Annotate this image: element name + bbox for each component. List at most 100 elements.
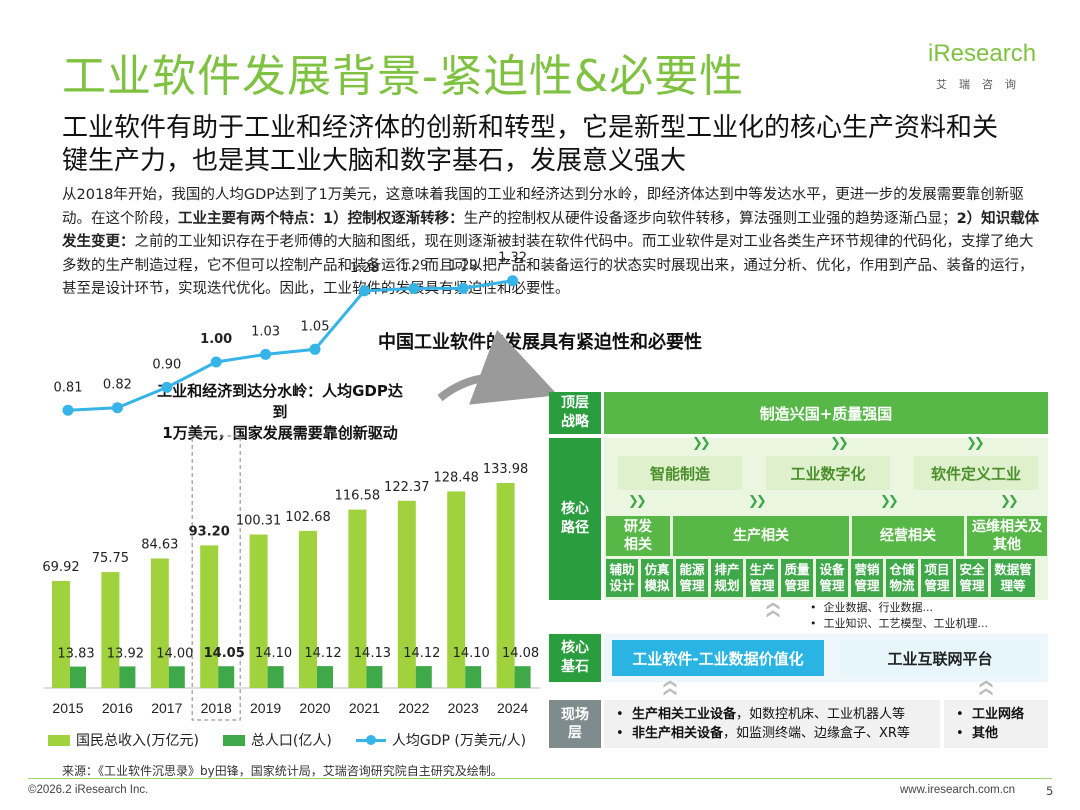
function-cell: 辅助设计: [606, 559, 638, 597]
label-gni-2015: 69.92: [42, 560, 79, 575]
legend-swatch-population: [222, 734, 245, 746]
bar-gni-2020: [299, 530, 317, 688]
function-cell: 设备管理: [816, 559, 848, 597]
tick-label-2019: 2019: [250, 700, 281, 716]
point-gdp-2024: [507, 275, 519, 287]
legend-item-gni: 国民总收入(万亿元): [48, 730, 199, 750]
core-path-label: 核心路径: [549, 438, 601, 600]
website-link[interactable]: www.iresearch.com.cn: [900, 784, 1016, 796]
label-gni-2022: 122.37: [384, 480, 430, 495]
legend-label-population: 总人口(亿人): [250, 733, 332, 749]
field-device-2: • 非生产相关设备，如监测终端、边缘盒子、XR等: [616, 726, 910, 741]
function-cell-text: 辅助设计: [609, 562, 635, 593]
chevron-up-icon: ❯❯: [662, 681, 678, 698]
chart-annotation: 工业和经济到达分水岭：人均GDP达到 1万美元，国家发展需要靠创新驱动: [150, 381, 410, 444]
label-population-2015: 13.83: [57, 647, 94, 662]
category-operations: 经营相关: [852, 516, 964, 556]
function-cell: 能源管理: [676, 559, 708, 597]
point-gdp-2018: [210, 356, 222, 368]
bar-population-2021: [366, 666, 383, 688]
tick-label-2016: 2016: [102, 700, 133, 716]
tick-label-2024: 2024: [497, 700, 528, 716]
field-device-1: • 生产相关工业设备，如数控机床、工业机器人等: [616, 707, 905, 722]
label-gdp-2017: 0.90: [152, 357, 181, 372]
chevron-down-icon: ❯❯: [628, 494, 647, 509]
label-gni-2019: 100.31: [236, 514, 282, 529]
function-cell: 营销管理: [851, 559, 883, 597]
label-gni-2023: 128.48: [433, 470, 479, 485]
data-bullet-2: • 工业知识、工艺模型、工业机理...: [810, 617, 988, 630]
bar-gni-2017: [150, 558, 169, 688]
label-gdp-2022: 1.29: [399, 258, 428, 273]
chevron-up-icon: ❯❯: [765, 603, 781, 620]
function-cell-text: 设备管理: [819, 562, 845, 593]
category-maintenance: 运维相关及其他: [967, 516, 1047, 556]
function-cell-text: 能源管理: [679, 562, 705, 593]
label-gdp-2020: 1.05: [301, 319, 330, 334]
bar-population-2022: [415, 666, 432, 688]
body-bold-2: 2）知识载体发生变更：: [62, 210, 1040, 251]
field-layer-panel-right: [944, 700, 1048, 748]
category-rd: 研发相关: [606, 516, 670, 556]
core-base-main: 工业软件-工业数据价值化: [612, 640, 824, 676]
function-cell-text: 质量管理: [784, 562, 810, 593]
iresearch-logo: iResearch 艾瑞咨询: [928, 40, 1058, 100]
chevron-down-icon: ❯❯: [830, 436, 849, 451]
category-production: 生产相关: [673, 516, 849, 556]
label-gni-2017: 84.63: [141, 538, 178, 553]
function-cell: 数据管理等: [991, 559, 1035, 597]
annotation-line-1: 工业和经济到达分水岭：人均GDP达到: [157, 382, 403, 421]
function-cell-text: 数据管理等: [994, 562, 1032, 593]
label-population-2018: 14.05: [204, 646, 245, 661]
top-layer-bar: 制造兴国+质量强国: [604, 392, 1048, 434]
core-path-label-text: 核心路径: [561, 501, 589, 536]
chevron-down-icon: ❯❯: [1000, 494, 1019, 509]
bar-gni-2018: [200, 545, 219, 688]
annotation-line-2: 1万美元，国家发展需要靠创新驱动: [162, 424, 398, 442]
bar-gni-2023: [447, 491, 466, 688]
legend-swatch-gni: [48, 734, 70, 746]
body-paragraph: 从2018年开始，我国的人均GDP达到了1万美元，这意味着我国的工业和经济达到分…: [62, 184, 1042, 302]
field-layer-panel-left: [604, 700, 940, 748]
bar-population-2018: [218, 666, 235, 688]
page-number: 5: [1046, 784, 1054, 798]
label-gni-2021: 116.58: [335, 489, 381, 504]
headline: 工业软件有助于工业和经济体的创新和转型，它是新型工业化的核心生产资料和关键生产力…: [62, 113, 999, 176]
chevron-up-icon: ❯❯: [978, 681, 994, 698]
function-cell: 安全管理: [956, 559, 988, 597]
top-layer-label-text: 顶层战略: [561, 395, 589, 430]
label-population-2023: 14.10: [453, 646, 490, 661]
field-device-1-rest: ，如数控机床、工业机器人等: [735, 707, 905, 722]
field-network-list: • 工业网络 • 其他: [956, 705, 1024, 743]
label-population-2021: 14.13: [354, 646, 391, 661]
label-population-2019: 14.10: [255, 646, 292, 661]
label-population-2022: 14.12: [403, 646, 440, 661]
logo-word: iResearch: [928, 40, 1037, 67]
bar-population-2024: [514, 666, 531, 688]
tick-label-2023: 2023: [448, 700, 479, 716]
copyright: ©2026.2 iResearch Inc.: [28, 784, 149, 796]
label-gni-2020: 102.68: [285, 510, 331, 525]
data-bullets: • 企业数据、行业数据... • 工业知识、工艺模型、工业机理...: [810, 600, 988, 632]
bar-gni-2015: [52, 581, 70, 688]
point-gdp-2015: [62, 404, 74, 416]
bar-population-2016: [119, 666, 136, 688]
data-bullet-1: • 企业数据、行业数据...: [810, 601, 933, 614]
bar-population-2015: [70, 666, 86, 688]
field-device-2-rest: ，如监测终端、边缘盒子、XR等: [722, 726, 910, 741]
chevron-down-icon: ❯❯: [880, 494, 899, 509]
function-cell-text: 营销管理: [854, 562, 880, 593]
field-network-2: • 其他: [956, 726, 998, 741]
category-maintenance-text: 运维相关及其他: [972, 519, 1042, 553]
function-cell: 仓储物流: [886, 559, 918, 597]
function-cell: 项目管理: [921, 559, 953, 597]
core-base-label-text: 核心基石: [561, 640, 589, 675]
footer-divider: [28, 778, 1052, 779]
function-cell-text: 生产管理: [749, 562, 775, 593]
label-gdp-2023: 1.29: [449, 258, 478, 273]
core-base-platform: 工业互联网平台: [840, 640, 1040, 676]
point-gdp-2023: [457, 282, 469, 294]
label-gdp-2018: 1.00: [200, 332, 232, 347]
function-cell: 质量管理: [781, 559, 813, 597]
